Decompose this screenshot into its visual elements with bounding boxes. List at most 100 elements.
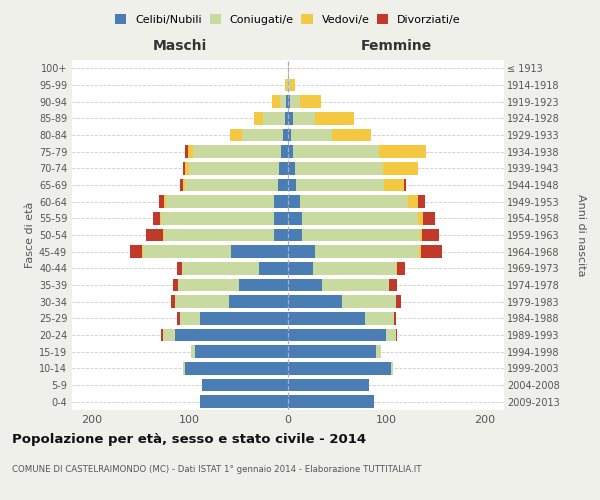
Bar [175,296,229,308]
Bar [293,112,314,124]
Bar [419,246,421,258]
Bar [185,146,188,158]
Bar [200,396,288,408]
Bar [280,96,286,108]
Bar [171,296,175,308]
Bar [422,229,439,241]
Bar [288,379,368,391]
Bar [279,162,288,174]
Bar [288,79,290,92]
Bar [283,129,288,141]
Bar [314,112,354,124]
Bar [230,129,242,141]
Bar [183,162,185,174]
Bar [288,62,289,74]
Bar [293,146,379,158]
Bar [302,212,418,224]
Bar [396,296,401,308]
Bar [418,212,424,224]
Bar [376,346,381,358]
Bar [288,196,300,208]
Bar [288,262,313,274]
Bar [193,146,281,158]
Bar [189,162,279,174]
Legend: Celibi/Nubili, Coniugati/e, Vedovi/e, Divorziati/e: Celibi/Nubili, Coniugati/e, Vedovi/e, Di… [111,10,465,29]
Bar [185,179,278,192]
Bar [418,196,425,208]
Bar [152,212,160,224]
Bar [182,262,259,274]
Bar [316,246,419,258]
Y-axis label: Anni di nascita: Anni di nascita [576,194,586,276]
Bar [383,162,418,174]
Bar [188,146,193,158]
Bar [191,346,195,358]
Bar [424,212,435,224]
Bar [288,112,293,124]
Bar [386,329,396,341]
Bar [404,179,406,192]
Bar [313,262,396,274]
Bar [322,279,389,291]
Bar [163,229,164,241]
Bar [285,112,288,124]
Bar [185,162,189,174]
Bar [263,112,285,124]
Y-axis label: Fasce di età: Fasce di età [25,202,35,268]
Bar [397,262,405,274]
Bar [295,162,383,174]
Bar [175,329,288,341]
Bar [183,362,185,374]
Bar [285,79,287,92]
Text: Femmine: Femmine [361,40,431,54]
Bar [389,279,397,291]
Bar [130,246,142,258]
Bar [288,296,342,308]
Bar [163,329,175,341]
Bar [288,179,296,192]
Bar [419,229,422,241]
Bar [274,196,288,208]
Bar [332,129,371,141]
Bar [161,329,163,341]
Bar [259,262,288,274]
Bar [274,212,288,224]
Bar [288,346,376,358]
Bar [394,312,396,324]
Bar [143,246,231,258]
Bar [287,79,288,92]
Bar [164,229,274,241]
Bar [180,312,200,324]
Bar [177,312,180,324]
Bar [288,329,386,341]
Bar [278,179,288,192]
Bar [342,296,396,308]
Bar [183,179,185,192]
Bar [239,279,288,291]
Bar [178,279,239,291]
Bar [288,162,295,174]
Bar [288,212,302,224]
Bar [142,246,143,258]
Bar [296,179,384,192]
Bar [288,246,316,258]
Bar [300,196,408,208]
Bar [365,312,394,324]
Bar [231,246,288,258]
Bar [288,146,293,158]
Bar [161,212,274,224]
Bar [160,196,164,208]
Bar [396,262,397,274]
Bar [177,262,182,274]
Bar [288,279,322,291]
Bar [272,96,280,108]
Bar [302,229,419,241]
Bar [180,179,183,192]
Text: Maschi: Maschi [153,40,207,54]
Bar [291,129,332,141]
Bar [166,196,274,208]
Bar [384,179,404,192]
Bar [164,196,166,208]
Bar [421,246,442,258]
Bar [173,279,178,291]
